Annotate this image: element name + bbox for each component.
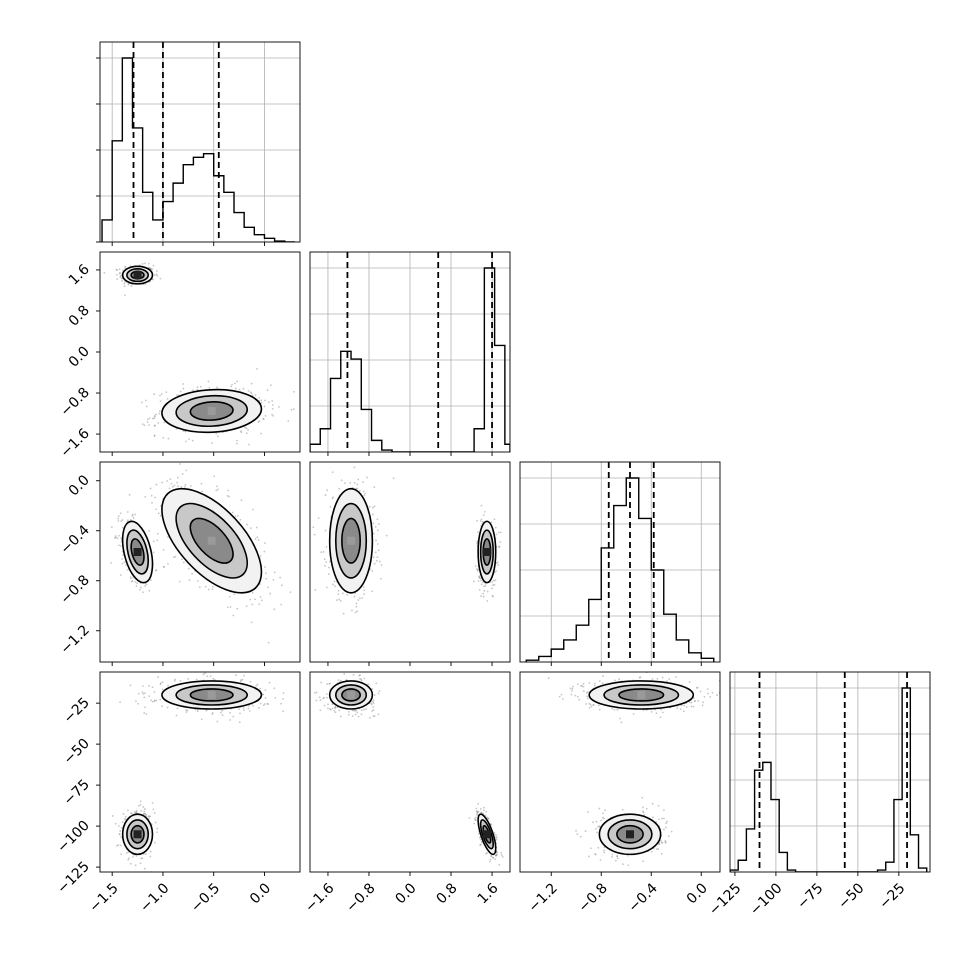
panel-3-2 [519,671,721,876]
density-peak-3-1-m1 [347,690,356,699]
x-tick-label-3-2: −75 [794,880,826,912]
y-tick-label-2-2: −0.8 [57,572,92,607]
y-tick-label-1-2: 0.0 [66,344,93,371]
panel-frame-0-0 [99,41,301,243]
density-peak-3-0-m0 [133,830,142,839]
x-tick-label-0-1: −1.0 [137,880,172,915]
panel-2-2 [519,461,721,666]
panel-frame-3-3 [729,671,931,873]
x-tick-label-0-2: −0.5 [188,880,223,915]
x-tick-label-0-3: 0.0 [247,880,274,907]
panel-frame-3-0 [99,671,301,873]
density-peak-3-0-m1 [207,690,216,699]
panel-1-1 [309,251,511,456]
y-tick-label-2-3: −1.2 [57,622,92,657]
x-tick-label-2-3: 0.0 [684,880,711,907]
panel-2-1 [309,461,511,666]
x-tick-label-1-0: −1.6 [302,880,337,915]
x-tick-label-0-0: −1.5 [86,880,121,915]
x-tick-label-1-3: 0.8 [434,880,461,907]
y-tick-label-2-1: −0.4 [57,522,92,557]
panel-3-0 [96,671,301,876]
density-peak-2-1-m1 [347,536,356,545]
x-tick-label-1-2: 0.0 [393,880,420,907]
x-tick-label-2-2: −0.4 [626,880,661,915]
density-peak-3-1-m0 [482,830,491,839]
y-tick-label-3-2: −75 [61,777,93,809]
x-tick-label-3-4: −25 [876,880,908,912]
panel-2-0 [96,461,301,666]
y-tick-label-1-3: −0.8 [57,385,92,420]
y-tick-label-1-0: 1.6 [66,261,93,288]
x-tick-label-1-1: −0.8 [343,880,378,915]
x-tick-label-1-4: 1.6 [475,880,502,907]
density-peak-2-0-m0 [133,548,142,556]
panel-0-0 [96,41,301,246]
panel-frame-2-0 [99,461,301,663]
x-tick-label-3-0: −125 [706,880,745,919]
y-tick-label-2-0: 0.0 [66,472,93,499]
density-peak-1-0-m0 [133,271,142,280]
panel-frame-3-2 [519,671,721,873]
histogram-1 [310,267,510,452]
x-tick-label-3-1: −100 [747,880,786,919]
y-tick-label-3-1: −50 [61,736,93,768]
density-peak-1-0-m1 [207,406,216,415]
y-tick-label-3-4: −125 [54,859,93,898]
density-peak-3-2-m0 [626,830,634,839]
y-tick-label-1-1: 0.8 [66,302,93,329]
histogram-3 [730,687,928,872]
density-peak-2-1-m0 [482,548,491,556]
density-peak-3-2-m1 [637,690,646,699]
histogram-2 [525,477,715,662]
panel-frame-2-2 [519,461,721,663]
x-tick-label-2-0: −1.2 [526,880,561,915]
x-tick-label-2-1: −0.8 [576,880,611,915]
x-tick-label-3-3: −50 [835,880,867,912]
panel-3-3 [729,671,931,876]
y-tick-label-3-0: −25 [61,695,93,727]
panel-1-0 [96,251,301,456]
panel-3-1 [309,671,511,876]
y-tick-label-3-3: −100 [54,818,93,857]
histogram-0 [101,57,295,242]
density-peak-2-0-m1 [207,536,216,545]
y-tick-label-1-4: −1.6 [57,426,92,461]
